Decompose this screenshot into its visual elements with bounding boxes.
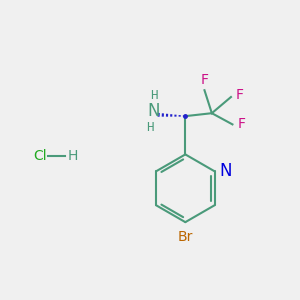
Text: H: H <box>146 121 154 134</box>
Text: F: F <box>200 73 208 87</box>
Text: N: N <box>219 162 232 180</box>
Text: N: N <box>147 102 160 120</box>
Text: F: F <box>236 88 244 102</box>
Text: H: H <box>68 149 78 163</box>
Text: H: H <box>150 89 157 102</box>
Text: F: F <box>237 117 245 131</box>
Text: Cl: Cl <box>33 149 47 163</box>
Text: Br: Br <box>178 230 193 244</box>
